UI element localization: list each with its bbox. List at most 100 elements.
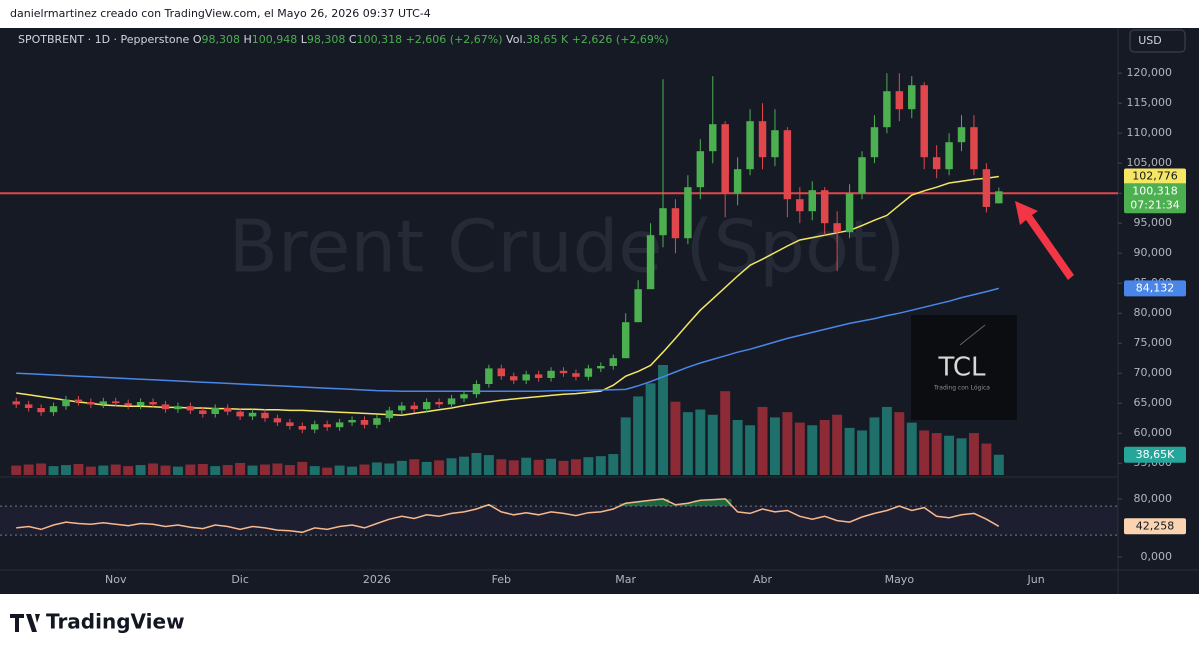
legend-key: H (243, 33, 251, 46)
legend-value: 100,318 (357, 33, 403, 46)
candle-body (99, 401, 108, 405)
rsi-label-bg (1124, 518, 1186, 535)
volume-bar (309, 466, 320, 475)
candle-body (460, 394, 468, 399)
y-tick-label: 95,000 (1134, 216, 1173, 229)
volume-bar (745, 425, 756, 475)
candle-body (360, 420, 369, 425)
volume-bar (695, 409, 706, 475)
x-tick-label: Abr (753, 573, 773, 586)
candle-body (572, 373, 580, 377)
ma-label: 84,132 (1136, 281, 1175, 294)
volume-bar (533, 459, 544, 475)
rsi-overbought (631, 501, 645, 507)
candle-body (895, 91, 904, 110)
volume-bar (483, 455, 494, 475)
candle-body (659, 208, 667, 236)
volume-bar (794, 422, 805, 475)
volume-bar (371, 462, 382, 475)
volume-bar (720, 391, 731, 475)
volume-bar (881, 406, 892, 475)
candle-body (87, 402, 95, 405)
y-tick-label: 90,000 (1134, 246, 1173, 259)
volume-bar (521, 457, 532, 475)
volume-bar (595, 456, 606, 475)
volume-bar (844, 427, 855, 475)
candle-body (286, 422, 294, 426)
rsi-overbought (706, 499, 719, 507)
legend-key: C (349, 33, 357, 46)
volume-bar (558, 460, 569, 475)
candle-body (186, 406, 195, 411)
rsi-line (16, 498, 1000, 534)
volume-bar (48, 466, 59, 475)
candle-body (199, 410, 207, 414)
volume-bar (496, 459, 507, 475)
x-tick-label: Mar (615, 573, 636, 586)
last-price: 100,318 (1132, 184, 1178, 197)
ma-label: 102,776 (1132, 170, 1178, 183)
candle-body (597, 366, 605, 369)
candle-body (696, 151, 705, 188)
candle-body (609, 358, 617, 366)
volume-bar (583, 457, 594, 475)
volume-label-bg (1124, 446, 1186, 463)
candle-body (845, 193, 854, 233)
candle-body (124, 403, 132, 406)
y-tick-label: 80,000 (1134, 306, 1173, 319)
legend: SPOTBRENT · 1D · Pepperstone O98,308 H10… (18, 33, 669, 46)
volume-bar (110, 464, 121, 475)
legend-key: Vol. (506, 33, 526, 46)
candle-body (447, 398, 456, 405)
volume-bar (658, 365, 668, 475)
legend-value: 100,948 (252, 33, 298, 46)
y-tick-label: 75,000 (1134, 336, 1173, 349)
x-tick-label: Feb (492, 573, 511, 586)
volume-bar (471, 453, 482, 475)
candle-body (111, 401, 120, 404)
candle-body (12, 401, 20, 405)
candle-body (870, 127, 879, 158)
candle-body (373, 418, 381, 425)
volume-bar (23, 464, 34, 475)
candle-body (37, 408, 45, 413)
candle-body (348, 420, 356, 423)
volume-bar (931, 433, 942, 475)
y-tick-label: 65,000 (1134, 396, 1173, 409)
volume-bar (135, 465, 146, 475)
volume-bar (546, 458, 557, 475)
volume-bar (944, 435, 955, 475)
volume-bar (645, 383, 656, 475)
volume-bar (123, 466, 134, 475)
volume-bar (148, 463, 159, 475)
volume-bar (707, 414, 718, 475)
brand: TradingView (46, 610, 185, 634)
volume-bar (409, 459, 420, 475)
candle-body (223, 408, 232, 412)
volume-bar (98, 465, 109, 475)
volume-bar (757, 406, 768, 475)
legend-key: L (301, 33, 308, 46)
volume-bar (732, 420, 743, 475)
y-tick-label: 120,000 (1127, 66, 1173, 79)
currency-button[interactable] (1129, 29, 1186, 53)
rsi-label: 42,258 (1136, 519, 1175, 532)
ma-label-bg (1124, 168, 1186, 185)
volume-bar (347, 466, 358, 475)
brand-icon (10, 614, 40, 632)
rsi-overbought (718, 498, 732, 507)
legend-value: 98,308 (201, 33, 240, 46)
candle-body (323, 424, 331, 428)
volume-bar (260, 464, 270, 475)
volume-bar (185, 464, 196, 475)
candle-body (534, 374, 543, 378)
candle-body (311, 424, 319, 430)
volume-bar (384, 463, 395, 475)
rsi-tick-label: 0,000 (1141, 550, 1173, 563)
candle-body (733, 169, 742, 194)
candle-body (746, 121, 754, 170)
candle-body (335, 422, 344, 428)
candle-body (796, 199, 804, 212)
currency[interactable]: USD (1138, 34, 1162, 47)
candle-body (709, 124, 717, 152)
